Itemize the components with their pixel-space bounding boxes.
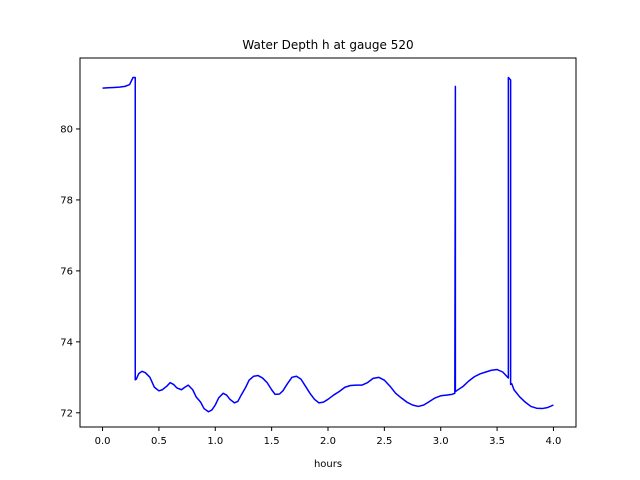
x-tick-label: 1.0 bbox=[207, 436, 223, 447]
y-tick-label: 80 bbox=[60, 124, 73, 135]
x-tick-label: 3.0 bbox=[433, 436, 449, 447]
y-tick-label: 76 bbox=[60, 266, 73, 277]
x-tick-label: 3.5 bbox=[489, 436, 505, 447]
x-tick-label: 2.5 bbox=[376, 436, 392, 447]
x-tick-label: 0.5 bbox=[151, 436, 167, 447]
x-tick-label: 1.5 bbox=[264, 436, 280, 447]
y-tick-label: 78 bbox=[60, 195, 73, 206]
y-tick-label: 72 bbox=[60, 408, 73, 419]
series-line bbox=[102, 76, 554, 413]
x-tick-label: 4.0 bbox=[546, 436, 562, 447]
y-axis: 72 74 76 78 80 bbox=[60, 124, 80, 419]
x-axis: 0.0 0.5 1.0 1.5 2.0 2.5 3.0 3.5 4.0 bbox=[95, 427, 562, 447]
data-line-group bbox=[102, 76, 554, 413]
y-tick-label: 74 bbox=[60, 337, 73, 348]
x-tick-label: 0.0 bbox=[95, 436, 111, 447]
x-tick-label: 2.0 bbox=[320, 436, 336, 447]
x-axis-label: hours bbox=[314, 459, 342, 470]
chart-title: Water Depth h at gauge 520 bbox=[242, 38, 413, 52]
